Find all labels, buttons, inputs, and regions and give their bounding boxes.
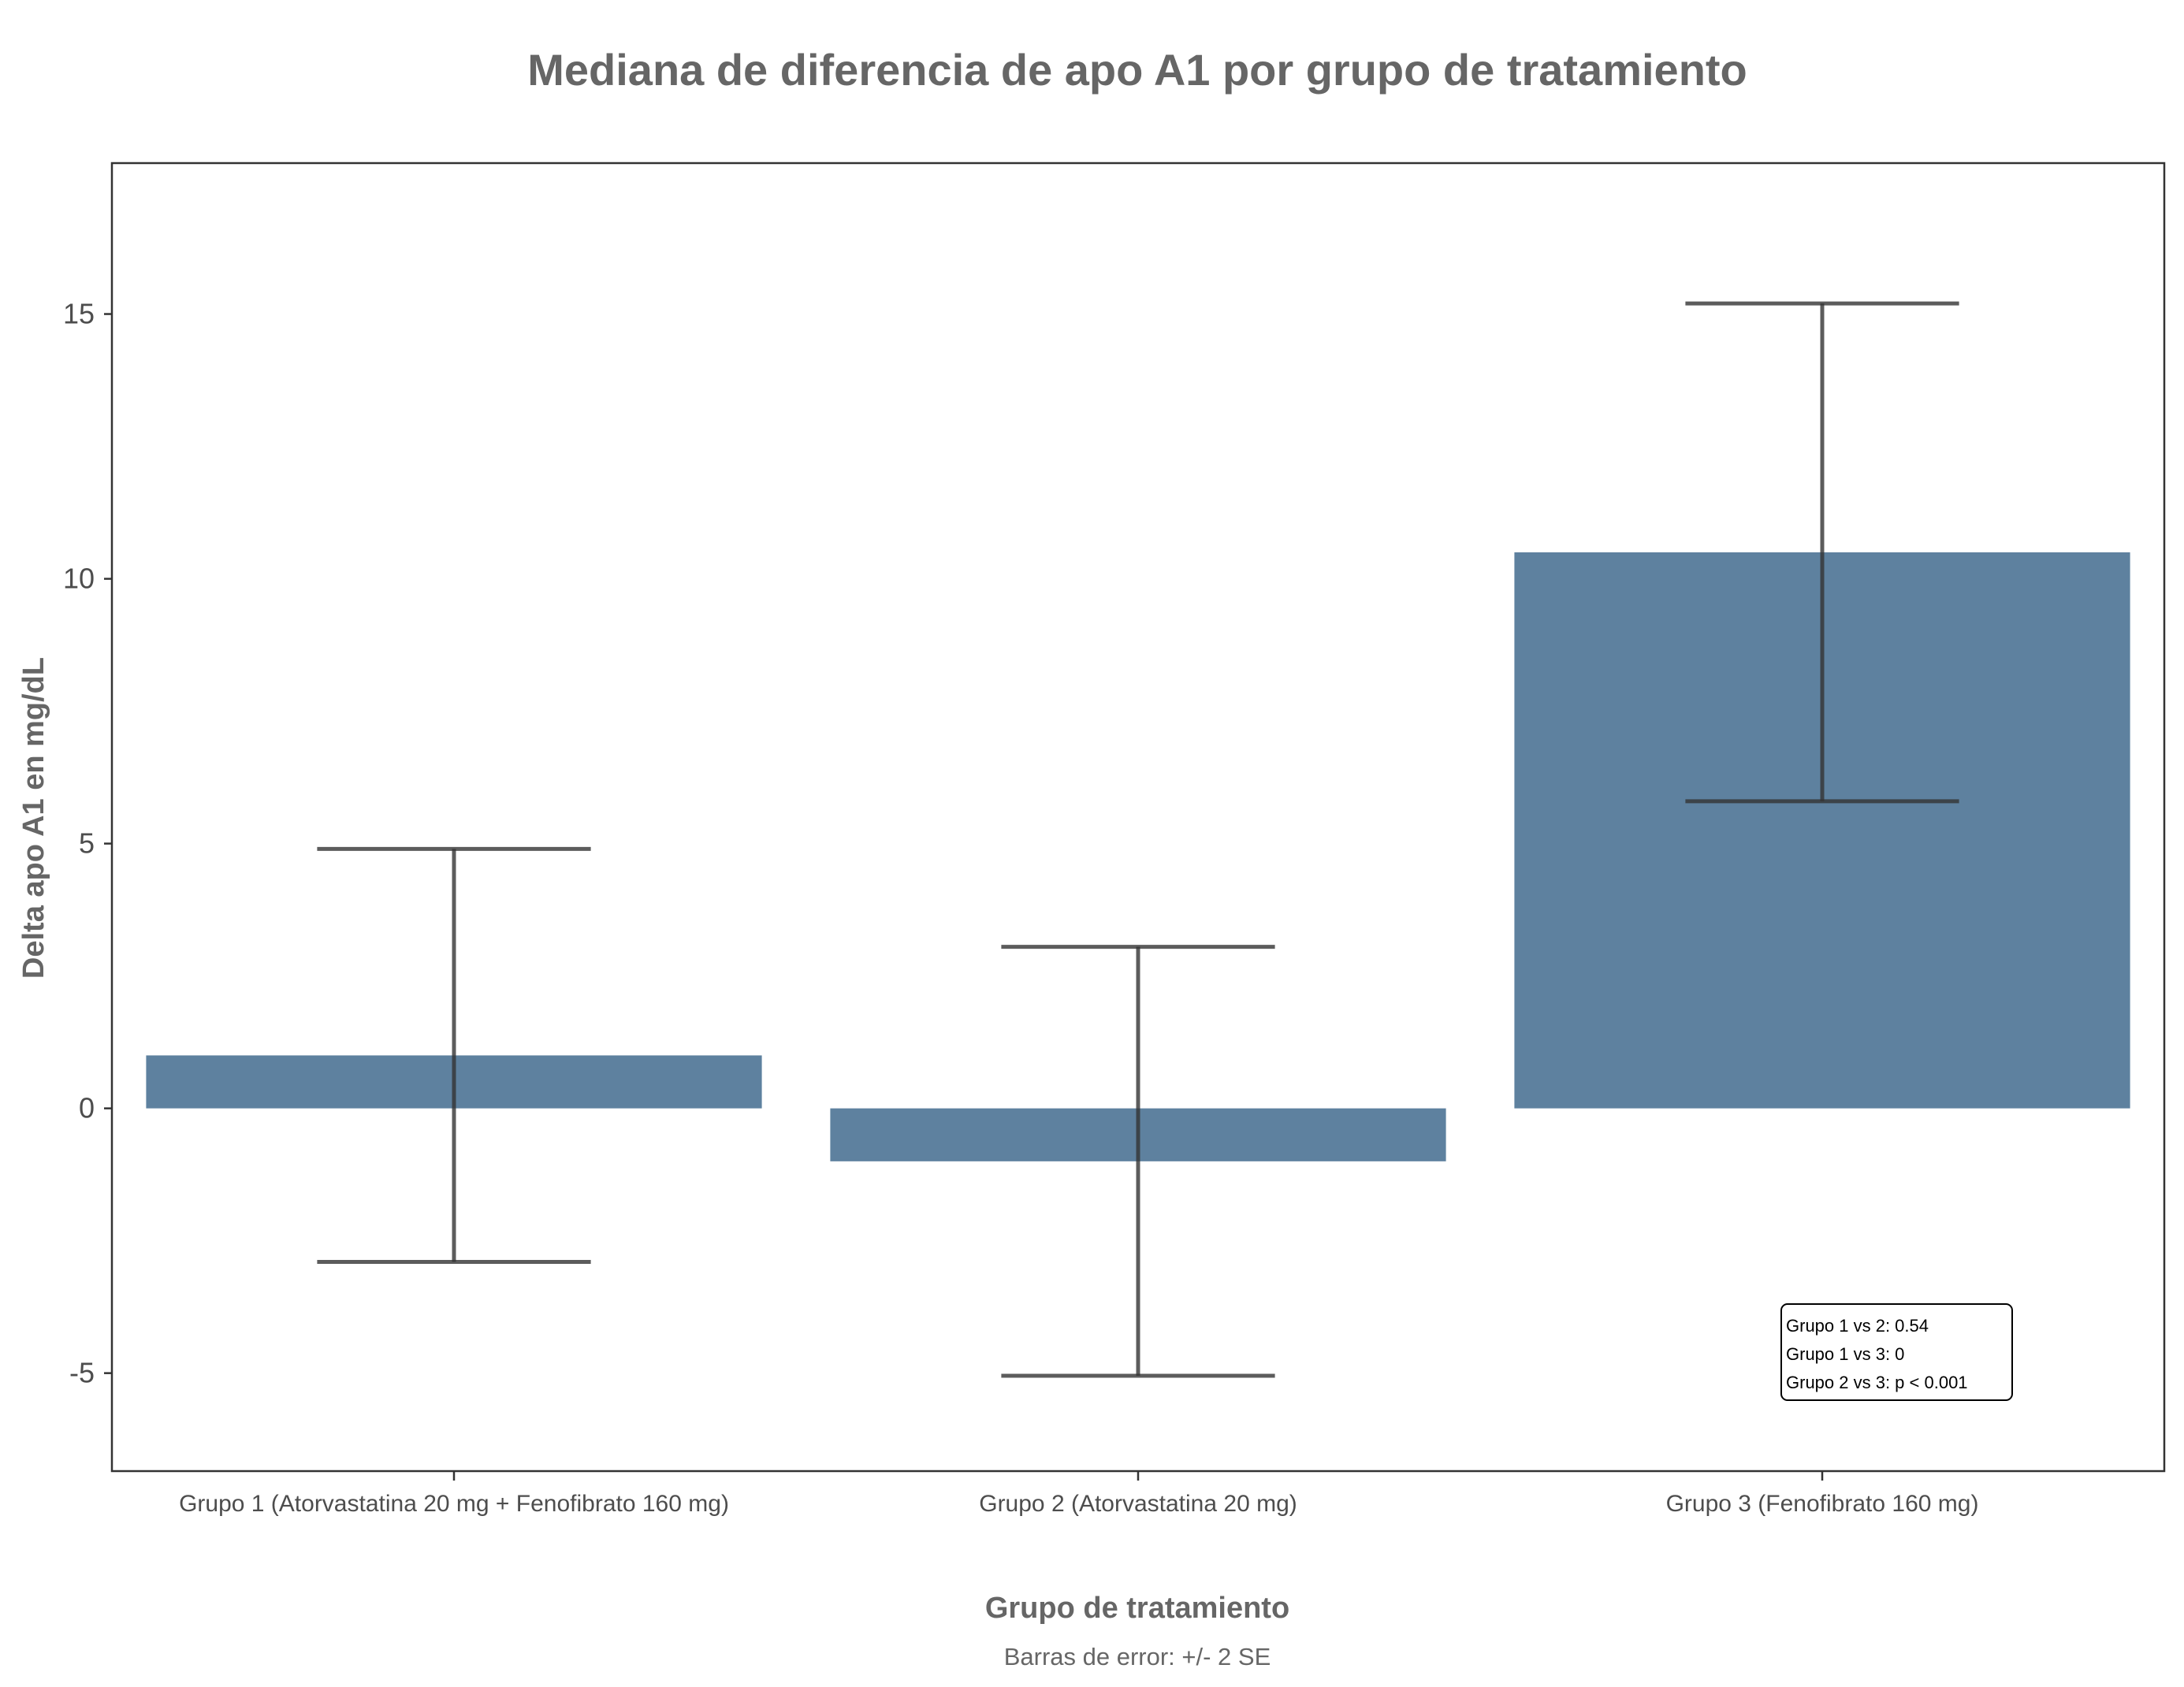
- y-tick-label: -5: [69, 1357, 95, 1389]
- p-value-annotation: Grupo 1 vs 2: 0.54 Grupo 1 vs 3: 0 Grupo…: [1780, 1303, 2013, 1401]
- y-tick-label: 5: [79, 827, 95, 860]
- x-tick-label: Grupo 2 (Atorvastatina 20 mg): [979, 1491, 1297, 1517]
- x-axis: Grupo 1 (Atorvastatina 20 mg + Fenofibra…: [179, 1471, 1978, 1517]
- annotation-line-1: Grupo 1 vs 2: 0.54: [1786, 1316, 1929, 1336]
- error-bar-2: [1001, 945, 1275, 1378]
- annotation-line-3: Grupo 2 vs 3: p < 0.001: [1786, 1373, 1968, 1392]
- annotation-box: [1780, 1303, 2013, 1401]
- y-tick-label: 15: [63, 298, 95, 330]
- y-tick-label: 10: [63, 563, 95, 595]
- y-tick-label: 0: [79, 1092, 95, 1124]
- error-bar-3: [1685, 301, 1959, 804]
- y-axis: -5 0 5 10 15: [63, 298, 112, 1389]
- y-axis-title: Delta apo A1 en mg/dL: [17, 657, 50, 979]
- plot-area: [110, 162, 2166, 1473]
- annotation-line-2: Grupo 1 vs 3: 0: [1786, 1344, 1904, 1364]
- x-tick-label: Grupo 1 (Atorvastatina 20 mg + Fenofibra…: [179, 1491, 729, 1517]
- error-bar-1: [317, 846, 591, 1265]
- chart-title: Mediana de diferencia de apo A1 por grup…: [527, 45, 1747, 95]
- chart-caption: Barras de error: +/- 2 SE: [1004, 1643, 1271, 1670]
- x-tick-label: Grupo 3 (Fenofibrato 160 mg): [1666, 1491, 1979, 1517]
- x-axis-title: Grupo de tratamiento: [985, 1592, 1289, 1625]
